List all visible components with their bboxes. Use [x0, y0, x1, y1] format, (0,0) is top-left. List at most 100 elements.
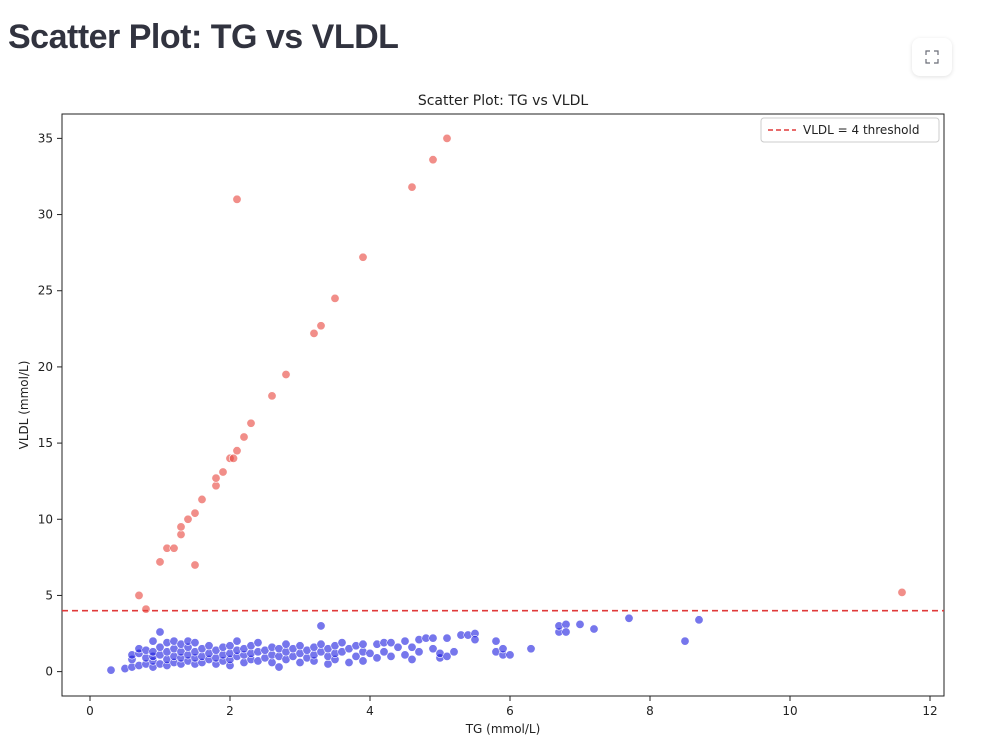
scatter-point [624, 613, 634, 623]
scatter-point [407, 654, 417, 664]
scatter-point [897, 587, 907, 597]
x-tick-label: 2 [226, 704, 234, 718]
scatter-point [229, 453, 239, 463]
scatter-point [141, 604, 151, 614]
x-tick-label: 6 [506, 704, 514, 718]
scatter-point [169, 543, 179, 553]
scatter-point [246, 418, 256, 428]
scatter-point [295, 657, 305, 667]
scatter-point [190, 638, 200, 648]
scatter-chart: Scatter Plot: TG vs VLDL 0 2 4 6 8 10 12 0 5 10 1… [17, 93, 945, 736]
expand-icon [925, 50, 939, 64]
y-tick-label: 5 [45, 588, 53, 602]
scatter-point [561, 627, 571, 637]
scatter-point [281, 370, 291, 380]
scatter-point [428, 633, 438, 643]
y-tick-label: 30 [38, 208, 53, 222]
scatter-point [190, 508, 200, 518]
scatter-point [351, 651, 361, 661]
scatter-point [498, 644, 508, 654]
scatter-point [197, 494, 207, 504]
scatter-point [407, 182, 417, 192]
scatter-point [680, 636, 690, 646]
scatter-point [386, 638, 396, 648]
scatter-point [204, 641, 214, 651]
scatter-point [337, 638, 347, 648]
scatter-point [232, 446, 242, 456]
scatter-point [316, 639, 326, 649]
y-axis-label: VLDL (mmol/L) [17, 361, 31, 450]
scatter-point [358, 656, 368, 666]
scatter-point [407, 642, 417, 652]
scatter-point [393, 642, 403, 652]
scatter-point [316, 621, 326, 631]
scatter-point [575, 619, 585, 629]
scatter-point [428, 155, 438, 165]
legend: VLDL = 4 threshold [760, 117, 940, 143]
scatter-point [176, 522, 186, 532]
legend-threshold-label: VLDL = 4 threshold [803, 123, 919, 137]
scatter-point [253, 638, 263, 648]
scatter-point [155, 627, 165, 637]
scatter-point [316, 321, 326, 331]
y-tick-label: 25 [38, 284, 53, 298]
y-tick-label: 0 [45, 665, 53, 679]
scatter-point [491, 636, 501, 646]
x-axis-label: TG (mmol/L) [465, 722, 541, 736]
scatter-point [274, 662, 284, 672]
scatter-point [211, 481, 221, 491]
scatter-point [470, 635, 480, 645]
scatter-point [414, 647, 424, 657]
x-tick-label: 8 [646, 704, 654, 718]
scatter-point [694, 615, 704, 625]
scatter-point [211, 473, 221, 483]
scatter-point [155, 642, 165, 652]
scatter-point [134, 590, 144, 600]
legend-box [760, 117, 940, 143]
scatter-point [232, 636, 242, 646]
scatter-point [281, 639, 291, 649]
scatter-point [400, 650, 410, 660]
scatter-point [428, 644, 438, 654]
scatter-point [176, 530, 186, 540]
scatter-point [442, 133, 452, 143]
y-tick-label: 20 [38, 360, 53, 374]
scatter-point [372, 653, 382, 663]
scatter-point [442, 651, 452, 661]
scatter-point [589, 624, 599, 634]
fullscreen-button[interactable] [912, 38, 952, 76]
scatter-point [379, 647, 389, 657]
scatter-point [386, 651, 396, 661]
scatter-point [239, 432, 249, 442]
scatter-point [344, 657, 354, 667]
scatter-point [295, 641, 305, 651]
scatter-point [449, 647, 459, 657]
x-tick-label: 0 [86, 704, 94, 718]
scatter-point [106, 665, 116, 675]
scatter-point [365, 648, 375, 658]
scatter-point [218, 467, 228, 477]
scatter-point [561, 619, 571, 629]
scatter-point [505, 650, 515, 660]
scatter-point [442, 633, 452, 643]
x-tick-label: 12 [922, 704, 937, 718]
scatter-point [148, 636, 158, 646]
scatter-point [309, 328, 319, 338]
scatter-point [400, 636, 410, 646]
scatter-point [183, 514, 193, 524]
scatter-point [190, 560, 200, 570]
y-tick-label: 35 [38, 131, 53, 145]
scatter-point [155, 557, 165, 567]
chart-title: Scatter Plot: TG vs VLDL [418, 93, 589, 109]
plot-frame [61, 113, 945, 697]
scatter-point [232, 194, 242, 204]
scatter-point [267, 391, 277, 401]
page-title: Scatter Plot: TG vs VLDL [8, 18, 399, 56]
scatter-point [225, 641, 235, 651]
scatter-point [330, 293, 340, 303]
x-tick-label: 10 [782, 704, 797, 718]
scatter-point [526, 644, 536, 654]
y-tick-label: 15 [38, 436, 53, 450]
y-tick-label: 10 [38, 512, 53, 526]
scatter-point [358, 639, 368, 649]
